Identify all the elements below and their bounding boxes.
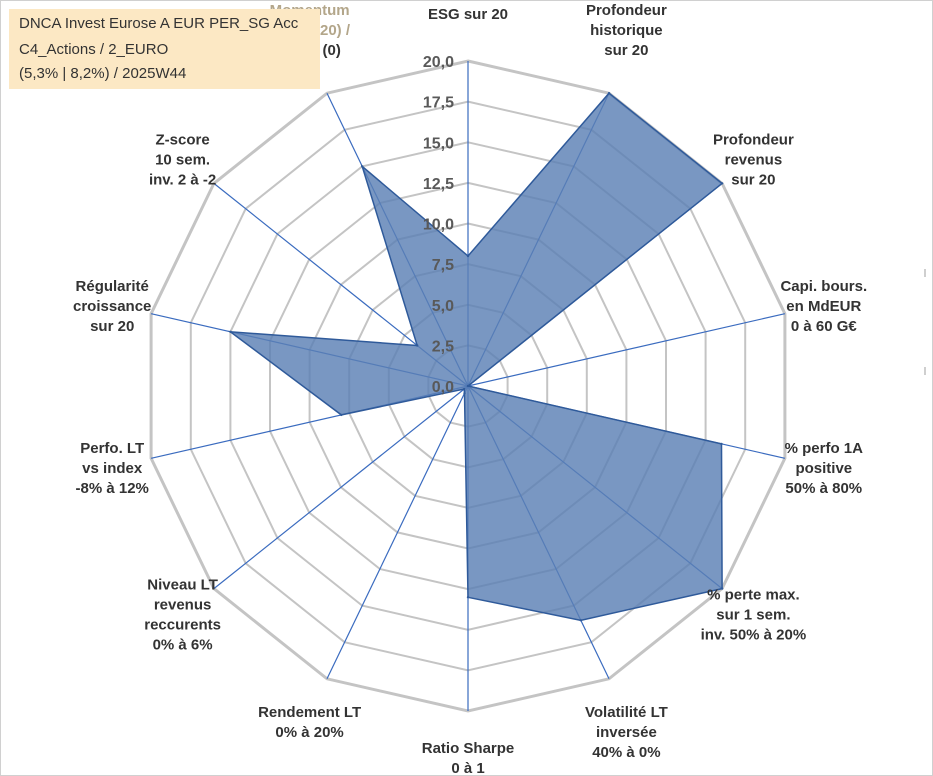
category-label-line: Niveau LT <box>147 577 218 594</box>
axis-spoke <box>326 385 469 680</box>
category-label-line: % perfo 1A <box>785 440 864 457</box>
fund-name: DNCA Invest Eurose A EUR PER_SG Acc <box>19 15 299 32</box>
category-label: Profondeur revenus sur 20 <box>713 131 794 188</box>
category-label-line: reccurents <box>144 617 221 634</box>
category-label-line: inversée <box>596 724 657 741</box>
category-label: Capi. bours. en MdEUR 0 à 60 G€ <box>780 278 867 335</box>
category-label-line: 0 à 60 G€ <box>791 318 858 335</box>
category-label-line: 50% à 80% <box>785 480 862 497</box>
data-point <box>466 254 470 258</box>
category-label-line: % perte max. <box>707 587 800 604</box>
radar-series <box>227 92 724 622</box>
data-point <box>340 413 343 417</box>
data-point <box>463 392 466 395</box>
axis-spoke <box>213 385 469 590</box>
series-area <box>227 92 724 622</box>
category-label-line: sur 20 <box>731 171 775 188</box>
axis-spoke <box>467 313 786 387</box>
tick-label: 12,5 <box>423 176 454 193</box>
category-label-line: -8% à 12% <box>76 480 149 497</box>
category-label: Ratio Sharpe 0 à 1 <box>422 740 515 775</box>
tick-label: 0,0 <box>432 379 454 396</box>
tick-label: 10,0 <box>423 217 454 234</box>
data-point <box>229 330 232 333</box>
data-point <box>361 165 364 168</box>
category-label-line: sur 20 <box>604 42 648 59</box>
category-label-line: sur 20 <box>90 318 134 335</box>
category-label: % perfo 1A positive 50% à 80% <box>785 440 864 497</box>
radial-tick-labels: 0,0 2,5 5,0 7,5 10,0 12,5 15,0 17,5 20,0 <box>423 54 454 396</box>
fund-info-box: DNCA Invest Eurose A EUR PER_SG Acc C4_A… <box>9 9 320 89</box>
category-label-line: inv. 50% à 20% <box>701 627 807 644</box>
category-label-line: Profondeur <box>586 2 667 19</box>
category-label-line: Régularité <box>76 278 149 295</box>
category-label: Profondeur historique sur 20 <box>586 2 667 59</box>
category-label-line: en MdEUR <box>786 298 861 315</box>
category-label: Rendement LT 0% à 20% <box>258 704 361 741</box>
category-label-line: Perfo. LT <box>80 440 144 457</box>
category-label-line: positive <box>795 460 852 477</box>
category-label-line: 0% à 20% <box>275 724 343 741</box>
category-label: Niveau LT revenus reccurents 0% à 6% <box>144 577 221 654</box>
tick-label: 2,5 <box>432 338 454 355</box>
tick-label: 7,5 <box>432 257 454 274</box>
fund-category: C4_Actions / 2_EURO <box>19 41 169 58</box>
tick-label: 5,0 <box>432 298 454 315</box>
category-label-line: 10 sem. <box>155 151 210 168</box>
category-label-line: 40% à 0% <box>592 744 660 761</box>
category-label-line: Z-score <box>156 131 210 148</box>
tick-label: 15,0 <box>423 135 454 152</box>
category-label: Régularité croissance sur 20 <box>73 278 151 335</box>
category-label-line: Profondeur <box>713 131 794 148</box>
category-labels: Note ESG sur 20 Profondeur historique sur 20… <box>73 1 867 775</box>
data-point <box>579 619 582 622</box>
category-label-line: ESG sur 20 <box>428 6 508 23</box>
data-point <box>720 442 723 446</box>
category-label: % perte max. sur 1 sem. inv. 50% à 20% <box>701 587 807 644</box>
category-label: Z-score 10 sem. inv. 2 à -2 <box>149 131 216 188</box>
tick-label: 20,0 <box>423 54 454 71</box>
tick-label: 17,5 <box>423 95 454 112</box>
data-point <box>720 182 724 185</box>
category-label: Note ESG sur 20 <box>428 1 508 23</box>
category-label-line: 0% à 6% <box>153 637 213 654</box>
category-label-line: croissance <box>73 298 151 315</box>
category-label-line: Note <box>451 1 484 3</box>
category-label: Volatilité LT inversée 40% à 0% <box>585 704 668 761</box>
category-label-line: Rendement LT <box>258 704 361 721</box>
data-point <box>720 587 724 590</box>
category-label-line: revenus <box>725 151 783 168</box>
category-label-line: inv. 2 à -2 <box>149 171 216 188</box>
scroll-marker <box>924 269 926 277</box>
category-label-line: Volatilité LT <box>585 704 668 721</box>
category-label-line: Capi. bours. <box>780 278 867 295</box>
category-label-line: 0 à 1 <box>451 760 484 775</box>
data-point <box>416 344 419 347</box>
category-label-line: revenus <box>154 597 212 614</box>
scroll-marker <box>924 367 926 375</box>
data-point <box>463 387 466 391</box>
category-label-line: vs index <box>82 460 143 477</box>
category-label-line: historique <box>590 22 663 39</box>
category-label-line: Ratio Sharpe <box>422 740 515 757</box>
data-point <box>466 596 470 599</box>
data-point <box>466 384 470 388</box>
data-point <box>607 92 611 95</box>
category-label: Perfo. LT vs index -8% à 12% <box>76 440 149 497</box>
fund-stats: (5,3% | 8,2%) / 2025W44 <box>19 65 187 82</box>
category-label-line: sur 1 sem. <box>716 607 790 624</box>
